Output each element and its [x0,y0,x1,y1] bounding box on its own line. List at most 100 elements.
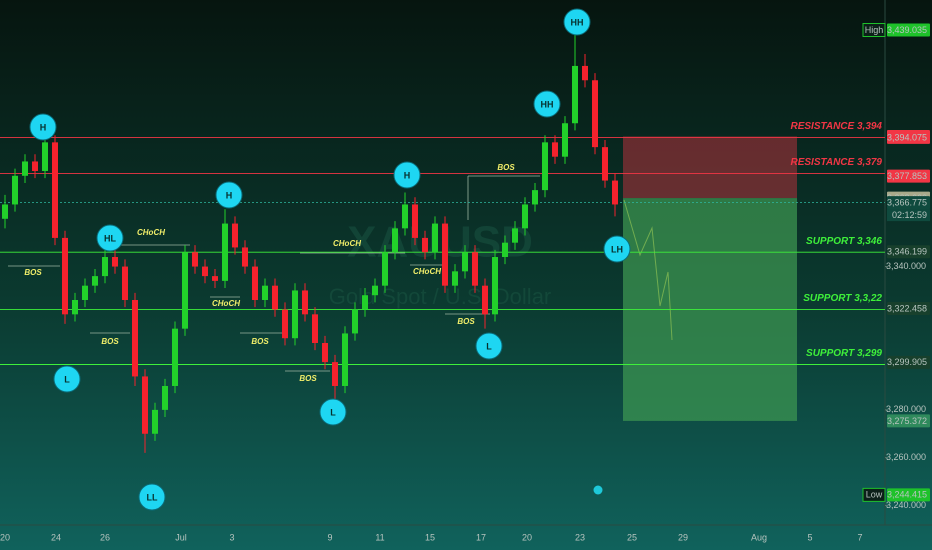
level-label: RESISTANCE 3,379 [790,157,882,168]
price-tag-label: 3,275.372 [887,416,927,426]
x-tick-label: 5 [807,532,812,542]
swing-label: H [226,190,233,200]
swing-label: LH [611,244,623,254]
candle-body [312,314,318,343]
candle-body [32,161,38,172]
x-tick-label: 11 [375,532,384,542]
candle-body [142,376,148,434]
candle-body [502,242,508,258]
candle-body [182,252,188,329]
structure-label: BOS [24,268,42,277]
candle-body [202,266,208,277]
candle-body [462,252,468,272]
x-tick-label: 20 [0,532,10,542]
x-tick-label: 15 [425,532,435,542]
price-tag-name: High [865,25,884,35]
price-tag-label: 3,346.199 [887,247,927,257]
candle-body [562,123,568,157]
x-tick-label: 29 [678,532,688,542]
price-tag-name: Low [866,490,883,500]
structure-label: BOS [299,374,317,383]
candle-body [122,266,128,300]
price-tag [887,355,930,369]
price-tag-label: 3,244.415 [887,490,927,500]
swing-marker [53,365,81,393]
candle-body [302,290,308,315]
candle-body [212,276,218,281]
x-tick-label: 23 [575,532,585,542]
x-tick-label: 3 [229,532,234,542]
candle-body [572,65,578,124]
candle-body [492,257,498,315]
candle-body [52,142,58,238]
price-tag-name-box [862,487,886,502]
stop-zone [623,136,797,199]
price-tag [887,301,930,315]
price-tag-label: 3,366.775 [887,197,927,207]
x-tick-label: 26 [100,532,110,542]
price-tag [887,130,930,144]
x-tick-label: 20 [522,532,532,542]
structure-label: BOS [457,317,475,326]
level-label: SUPPORT 3,346 [806,236,882,247]
swing-marker [563,8,591,36]
watermark: XAUUSD [347,218,533,267]
candle-body [532,190,538,205]
candle-body [342,333,348,386]
level-label: RESISTANCE 3,394 [790,121,882,132]
swing-marker [603,235,631,263]
candle-body [372,285,378,296]
candle-body [442,223,448,286]
candle-body [482,285,488,315]
candle-body [352,309,358,334]
candle-body [192,252,198,267]
structure-label: CHoCH [413,267,441,276]
level-label: SUPPORT 3,3,22 [803,293,882,304]
price-tag [887,23,930,37]
candle-body [392,228,398,253]
candle-body [412,204,418,238]
candle-body [612,180,618,205]
swing-label: L [486,341,492,351]
candle-body [12,175,18,205]
countdown-box [887,209,930,222]
candle-body [162,385,168,410]
price-tag [887,414,930,428]
swing-label: H [40,122,47,132]
price-tag-label: 3,439.035 [887,25,927,35]
structure-label: CHoCH [333,239,361,248]
y-tick-label: 3,340.000 [886,261,926,271]
x-tick-label: Aug [751,532,767,542]
candle-body [552,142,558,157]
price-tag-label: 3,394.075 [887,132,927,142]
swing-label: L [330,407,336,417]
candle-body [432,223,438,253]
y-tick-label: 3,240.000 [886,500,926,510]
candle-body [232,223,238,248]
structure-label: BOS [101,337,119,346]
candle-body [292,290,298,339]
price-tag [887,196,930,210]
swing-label: H [404,170,411,180]
candle-body [522,204,528,229]
candle-body [102,257,108,277]
candle-body [72,300,78,315]
swing-marker [475,332,503,360]
swing-marker [138,483,166,511]
structure-label: CHoCH [212,299,240,308]
swing-marker [29,113,57,141]
swing-marker [319,398,347,426]
candle-body [252,266,258,300]
swing-label: HH [541,99,554,109]
candle-body [452,271,458,286]
price-tag [887,169,930,183]
candle-body [42,142,48,172]
candle-body [82,285,88,300]
swing-marker [393,161,421,189]
candle-body [272,285,278,310]
structure-lines [8,175,540,372]
swing-marker [215,181,243,209]
level-label: SUPPORT 3,299 [806,348,882,359]
swing-label: L [64,374,70,384]
